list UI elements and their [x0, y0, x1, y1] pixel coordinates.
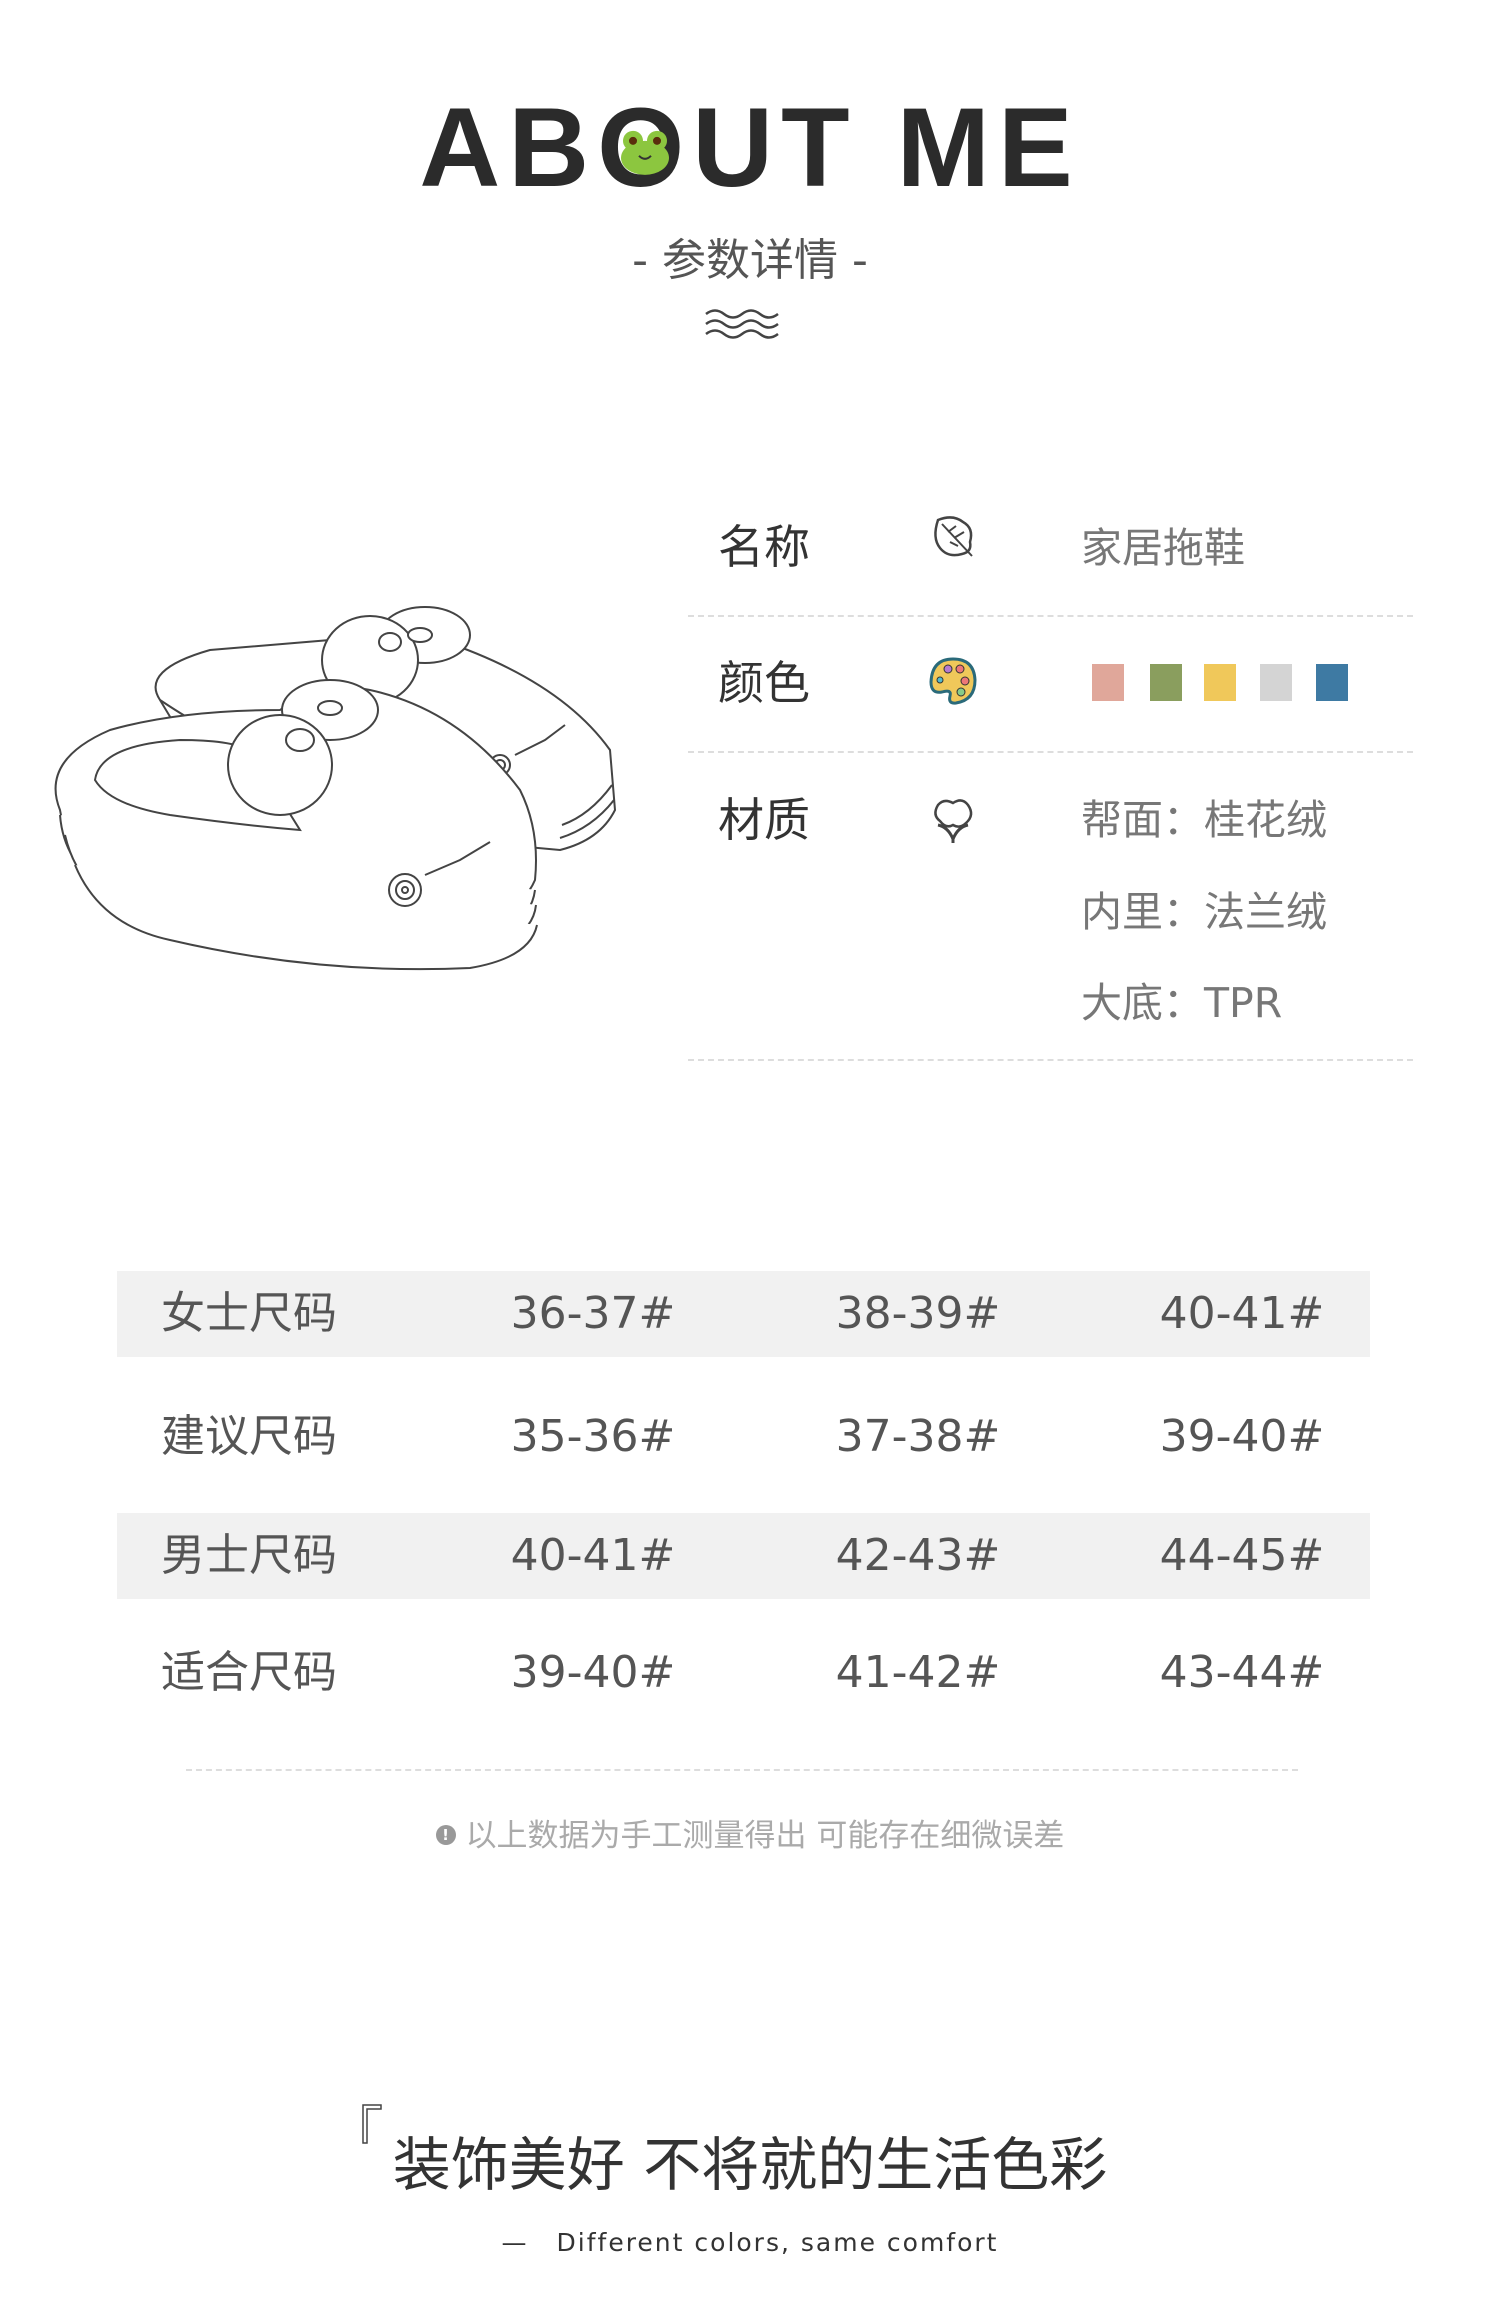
table-cell: 40-41# — [1159, 1288, 1325, 1339]
slogan-english: — Different colors, same comfort — [0, 2228, 1500, 2257]
table-row: 女士尺码 36-37# 38-39# 40-41# — [117, 1271, 1370, 1357]
color-swatch-grey[interactable] — [1260, 664, 1292, 701]
page-title: ABOUT ME — [0, 92, 1500, 204]
palette-icon — [929, 657, 977, 705]
note-text: 以上数据为手工测量得出 可能存在细微误差 — [465, 1818, 1065, 1854]
spec-value-upper: 帮面：桂花绒 — [1081, 796, 1327, 844]
color-swatch-yellow[interactable] — [1204, 664, 1236, 701]
row-label: 男士尺码 — [161, 1530, 337, 1581]
cotton-icon — [934, 799, 973, 843]
row-label: 适合尺码 — [161, 1647, 337, 1698]
table-row: 男士尺码 40-41# 42-43# 44-45# — [117, 1513, 1370, 1599]
divider — [186, 1769, 1298, 1771]
spec-label-material: 材质 — [718, 793, 810, 847]
frog-face-icon — [620, 130, 669, 175]
table-cell: 40-41# — [510, 1530, 676, 1581]
title-text: ABOUT ME — [419, 85, 1081, 210]
table-cell: 37-38# — [835, 1411, 1001, 1462]
exclamation-icon: ! — [435, 1824, 456, 1845]
table-cell: 39-40# — [1159, 1411, 1325, 1462]
corner-bracket-icon — [362, 2104, 382, 2144]
spec-label-name: 名称 — [718, 520, 810, 574]
slogan: 装饰美好 不将就的生活色彩 — [392, 2131, 1108, 2199]
row-label: 女士尺码 — [161, 1288, 337, 1339]
table-cell: 42-43# — [835, 1530, 1001, 1581]
dash-mark: — — [501, 2228, 529, 2257]
leaf-icon — [934, 516, 973, 557]
color-swatch-pink[interactable] — [1092, 664, 1124, 701]
divider — [688, 751, 1413, 753]
color-swatch-blue[interactable] — [1316, 664, 1348, 701]
row-label: 建议尺码 — [161, 1411, 337, 1462]
spec-value-lining: 内里：法兰绒 — [1081, 888, 1327, 936]
table-cell: 38-39# — [835, 1288, 1001, 1339]
color-swatch-green[interactable] — [1150, 664, 1182, 701]
table-cell: 44-45# — [1159, 1530, 1325, 1581]
divider — [688, 615, 1413, 617]
table-cell: 43-44# — [1159, 1647, 1325, 1698]
wave-icon — [705, 309, 779, 339]
spec-value-sole: 大底：TPR — [1081, 979, 1283, 1027]
spec-value-name: 家居拖鞋 — [1081, 524, 1245, 572]
table-row: 适合尺码 39-40# 41-42# 43-44# — [117, 1630, 1370, 1716]
table-cell: 39-40# — [510, 1647, 676, 1698]
divider — [688, 1059, 1413, 1061]
measurement-note: ! 以上数据为手工测量得出 可能存在细微误差 — [0, 1810, 1500, 1855]
table-cell: 41-42# — [835, 1647, 1001, 1698]
slogan-english-text: Different colors, same comfort — [556, 2228, 999, 2257]
table-cell: 35-36# — [510, 1411, 676, 1462]
table-cell: 36-37# — [510, 1288, 676, 1339]
table-row: 建议尺码 35-36# 37-38# 39-40# — [117, 1394, 1370, 1480]
slipper-illustration — [54, 606, 617, 971]
section-subtitle: - 参数详情 - — [632, 235, 868, 286]
spec-label-color: 颜色 — [718, 656, 810, 710]
